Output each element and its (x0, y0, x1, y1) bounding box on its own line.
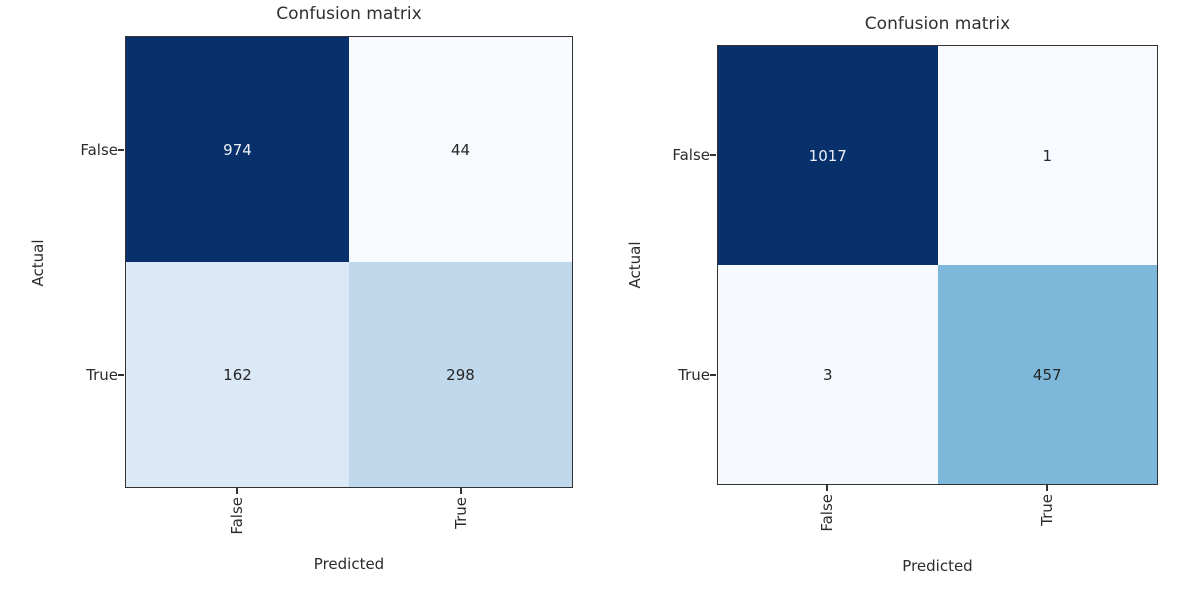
x-tick-mark (1046, 485, 1048, 491)
cell-actual-false-pred-true: 1 (937, 46, 1157, 265)
heatmap-axes: 1017 1 3 457 (717, 45, 1158, 485)
cell-actual-false-pred-false: 974 (126, 37, 349, 262)
y-tick-label-true: True (86, 366, 118, 384)
x-tick-mark (460, 488, 462, 494)
cell-value: 1 (1042, 146, 1053, 165)
cell-value: 3 (822, 365, 833, 384)
cell-actual-false-pred-true: 44 (349, 37, 572, 262)
y-tick-label-false: False (80, 141, 118, 159)
cell-value: 298 (446, 365, 475, 384)
x-axis-label: Predicted (902, 557, 973, 575)
heatmap-axes: 974 44 162 298 (125, 36, 573, 488)
cell-actual-true-pred-true: 298 (349, 262, 572, 487)
cell-value: 974 (223, 140, 252, 159)
chart-title: Confusion matrix (864, 14, 1011, 34)
cell-value: 162 (223, 365, 252, 384)
cell-value: 44 (450, 140, 471, 159)
y-tick-mark (710, 374, 716, 376)
cell-actual-false-pred-false: 1017 (718, 46, 938, 265)
cell-value: 457 (1032, 365, 1062, 384)
cell-actual-true-pred-true: 457 (937, 265, 1157, 484)
y-tick-label-true: True (678, 366, 710, 384)
cell-actual-true-pred-false: 3 (718, 265, 938, 484)
y-axis-label: Actual (626, 241, 644, 289)
chart-title: Confusion matrix (276, 4, 422, 24)
y-tick-mark (118, 374, 124, 376)
cell-value: 1017 (808, 146, 847, 165)
x-tick-mark (236, 488, 238, 494)
y-tick-label-false: False (672, 146, 710, 164)
x-tick-mark (826, 485, 828, 491)
cell-actual-true-pred-false: 162 (126, 262, 349, 487)
x-axis-label: Predicted (313, 555, 385, 573)
y-tick-mark (118, 149, 124, 151)
y-tick-mark (710, 154, 716, 156)
